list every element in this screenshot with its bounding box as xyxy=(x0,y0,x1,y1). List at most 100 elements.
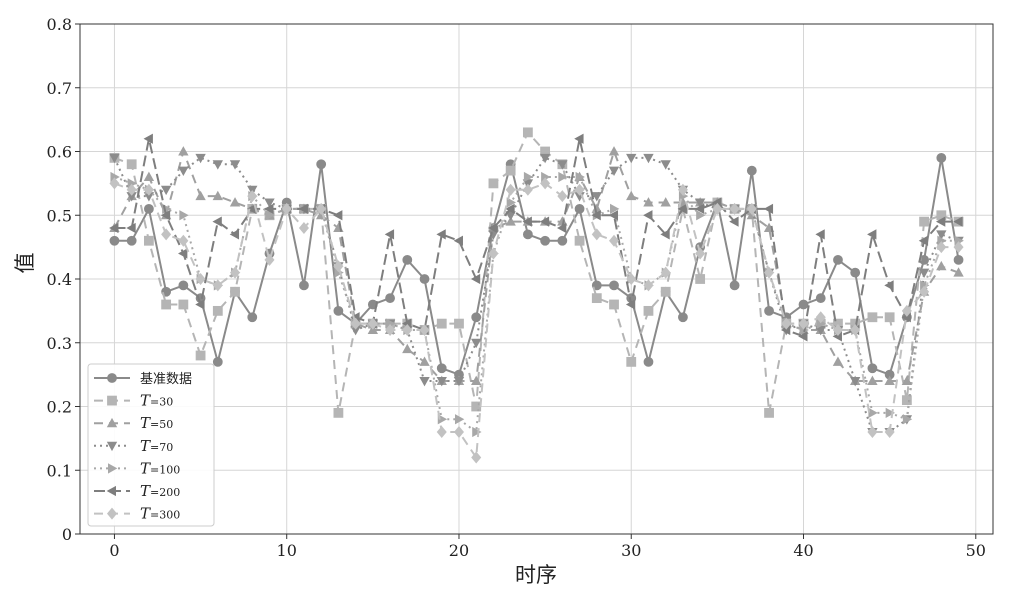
data-point xyxy=(729,280,740,291)
data-point xyxy=(781,317,792,330)
data-point xyxy=(833,254,843,265)
data-point xyxy=(867,363,878,374)
data-point xyxy=(264,253,275,266)
data-point xyxy=(626,190,637,201)
data-point xyxy=(402,323,413,337)
data-point xyxy=(178,248,188,259)
data-point xyxy=(333,305,344,316)
data-point xyxy=(230,286,240,297)
data-point xyxy=(867,229,877,240)
data-point xyxy=(195,272,206,286)
data-point xyxy=(143,171,155,182)
data-point xyxy=(506,197,516,208)
data-point xyxy=(281,202,292,215)
data-point xyxy=(712,202,723,215)
data-point xyxy=(643,210,653,221)
data-point xyxy=(574,133,584,144)
data-point xyxy=(557,235,568,246)
legend-label: T=200 xyxy=(140,482,180,500)
data-point xyxy=(298,221,309,235)
x-axis-ticks: 0 10 20 30 40 50 xyxy=(109,534,986,560)
data-point xyxy=(695,274,706,284)
data-point xyxy=(850,323,861,337)
data-point xyxy=(850,267,861,278)
data-point xyxy=(179,210,189,221)
data-point xyxy=(539,216,550,227)
data-point xyxy=(764,305,774,316)
data-point xyxy=(884,280,894,291)
data-point xyxy=(126,183,137,196)
data-point xyxy=(212,356,223,367)
data-point xyxy=(299,280,309,291)
data-point xyxy=(695,247,706,260)
data-point xyxy=(867,375,878,386)
legend-marker xyxy=(106,417,118,428)
data-point xyxy=(935,216,946,227)
data-point xyxy=(212,190,223,201)
data-point xyxy=(195,190,206,201)
x-tick-label: 40 xyxy=(793,541,813,560)
data-point xyxy=(144,203,154,214)
data-point xyxy=(626,153,637,164)
data-point xyxy=(953,254,964,265)
data-point xyxy=(453,235,463,246)
data-point xyxy=(936,241,947,254)
data-point xyxy=(436,229,446,240)
data-point xyxy=(557,222,567,234)
legend-label: 基准数据 xyxy=(140,372,192,387)
data-point xyxy=(178,166,189,176)
data-point xyxy=(574,183,585,196)
data-point xyxy=(488,222,498,234)
data-point xyxy=(247,312,258,323)
data-point xyxy=(230,266,241,279)
legend-marker xyxy=(108,463,118,474)
legend-marker xyxy=(107,373,117,383)
data-point xyxy=(265,210,275,221)
data-point xyxy=(936,260,947,271)
data-point xyxy=(902,414,913,425)
y-axis-ticks: 0 0.1 0.2 0.3 0.4 0.5 0.6 0.7 0.8 xyxy=(47,15,80,544)
data-point xyxy=(419,323,430,337)
data-point xyxy=(144,235,154,246)
series-layer xyxy=(109,127,964,464)
data-point xyxy=(316,159,327,170)
y-tick-label: 0.6 xyxy=(47,143,72,162)
y-tick-label: 0.5 xyxy=(47,206,72,225)
data-point xyxy=(901,375,913,386)
data-point xyxy=(212,160,223,170)
data-point xyxy=(522,183,533,196)
data-point xyxy=(505,203,515,215)
y-tick-label: 0.3 xyxy=(47,334,72,353)
data-point xyxy=(264,198,275,208)
data-point xyxy=(643,279,654,292)
data-point xyxy=(109,177,120,190)
data-point xyxy=(936,230,947,240)
data-point xyxy=(558,171,568,183)
legend-label: T=300 xyxy=(140,505,180,523)
y-tick-label: 0.1 xyxy=(47,461,72,480)
data-point xyxy=(436,425,447,439)
data-point xyxy=(470,273,481,285)
y-tick-label: 0.4 xyxy=(47,270,72,289)
legend-label: T=30 xyxy=(140,392,173,410)
data-point xyxy=(746,165,757,176)
data-point xyxy=(798,331,808,342)
data-point xyxy=(436,363,447,374)
x-tick-label: 20 xyxy=(449,541,469,560)
data-point xyxy=(126,235,137,246)
data-point xyxy=(160,210,171,221)
data-point xyxy=(178,280,189,291)
data-point xyxy=(919,285,930,298)
data-point xyxy=(660,286,671,297)
legend-marker xyxy=(106,507,118,520)
data-point xyxy=(385,323,396,337)
data-point xyxy=(178,299,189,310)
data-point xyxy=(885,407,895,419)
data-point xyxy=(729,202,740,215)
data-point xyxy=(729,216,739,227)
data-point xyxy=(953,241,964,254)
data-point xyxy=(763,203,774,215)
data-point xyxy=(126,222,136,234)
data-point xyxy=(109,235,120,246)
legend: 基准数据 T=30 T=50 T=70 T=100 T=200 T=300 xyxy=(87,363,215,527)
